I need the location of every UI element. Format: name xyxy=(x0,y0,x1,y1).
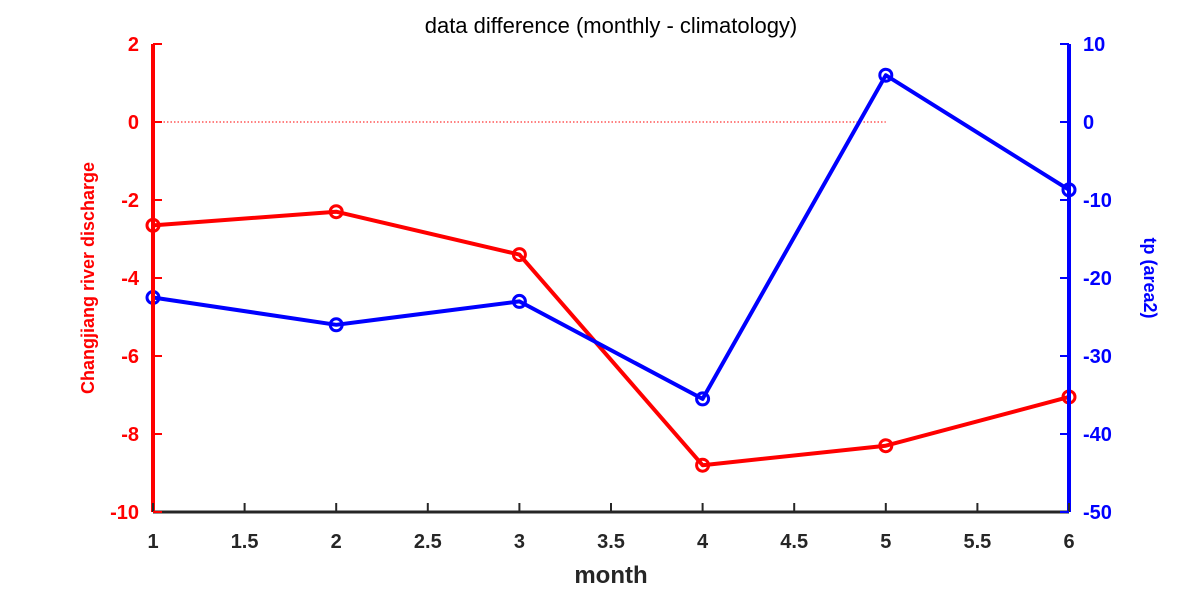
series-right xyxy=(145,67,1077,407)
x-tick-label: 1 xyxy=(147,531,158,553)
data-point-left xyxy=(695,457,711,473)
x-tick-label: 3 xyxy=(514,531,525,553)
data-point-right xyxy=(695,391,711,407)
y-right-tick-label: -40 xyxy=(1083,424,1112,446)
data-point-right xyxy=(878,67,894,83)
x-tick-label: 3.5 xyxy=(597,531,625,553)
data-point-left xyxy=(878,438,894,454)
y-right-tick-label: 10 xyxy=(1083,34,1105,56)
y-right-tick-label: 0 xyxy=(1083,112,1094,134)
y-left-tick-label: 0 xyxy=(128,112,139,134)
y-right-tick-label: -30 xyxy=(1083,346,1112,368)
series-left xyxy=(145,204,1077,473)
x-tick-label: 1.5 xyxy=(231,531,259,553)
data-point-left xyxy=(328,204,344,220)
tick-labels-layer: 1 1.5 2 2.5 3 3.5 4 4.5 5 5.5 6 2 0 -2 -4 -6 -8 -10 10 0 -10… xyxy=(110,34,1112,553)
x-tick-label: 4.5 xyxy=(780,531,808,553)
axes-layer xyxy=(151,43,1071,514)
x-tick-label: 5.5 xyxy=(963,531,991,553)
y-left-tick-label: -2 xyxy=(121,190,139,212)
x-tick-label: 2 xyxy=(331,531,342,553)
x-tick-label: 6 xyxy=(1063,531,1074,553)
series-layer xyxy=(145,67,1077,473)
y-left-tick-label: 2 xyxy=(128,34,139,56)
data-point-left xyxy=(511,247,527,263)
y-left-axis-label: Changjiang river discharge xyxy=(78,162,98,394)
chart-title: data difference (monthly - climatology) xyxy=(425,13,798,38)
y-left-tick-label: -10 xyxy=(110,502,139,524)
series-line-left xyxy=(152,209,1070,468)
series-line-right xyxy=(152,73,1071,401)
data-point-right xyxy=(511,293,527,309)
data-point-right xyxy=(328,317,344,333)
y-left-tick-label: -8 xyxy=(121,424,139,446)
x-tick-label: 5 xyxy=(880,531,891,553)
y-left-tick-label: -4 xyxy=(121,268,140,290)
x-axis-label: month xyxy=(574,562,647,589)
x-tick-label: 2.5 xyxy=(414,531,442,553)
y-left-tick-label: -6 xyxy=(121,346,139,368)
x-tick-label: 4 xyxy=(697,531,709,553)
y-right-tick-label: -50 xyxy=(1083,502,1112,524)
y-right-axis-label: tp (area2) xyxy=(1140,237,1160,318)
y-right-tick-label: -10 xyxy=(1083,190,1112,212)
y-right-tick-label: -20 xyxy=(1083,268,1112,290)
